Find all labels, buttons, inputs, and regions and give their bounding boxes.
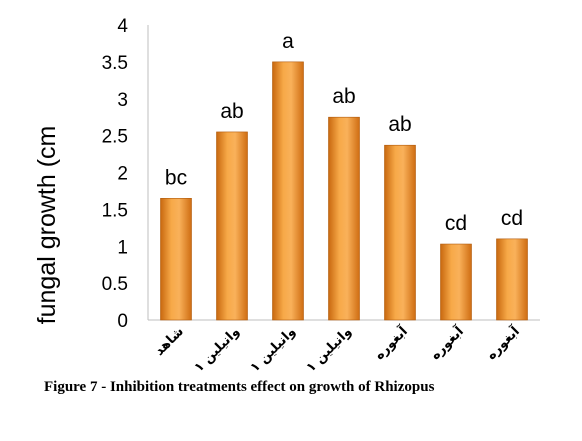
bar-series: bc ab a ab ab cd cd bbox=[160, 30, 528, 321]
bar-data-label: ab bbox=[388, 113, 411, 136]
bar bbox=[384, 144, 416, 321]
bar bbox=[328, 116, 360, 321]
bar-data-label: a bbox=[282, 30, 294, 53]
y-tick-label: 0 bbox=[117, 311, 128, 332]
x-tick-label: وانيلين ١ bbox=[248, 324, 299, 375]
bar-data-label: ab bbox=[220, 100, 243, 123]
x-tick-label: آبغوره bbox=[371, 322, 412, 363]
y-tick-label: 2 bbox=[117, 164, 128, 185]
bar-data-label: cd bbox=[445, 212, 467, 235]
y-tick-label: 0.5 bbox=[102, 274, 128, 295]
x-tick-label: آبغوره bbox=[427, 322, 468, 363]
x-tick-label: وانيلين ١ bbox=[304, 324, 355, 375]
bar-data-label: cd bbox=[501, 207, 523, 230]
y-tick-label: 3.5 bbox=[102, 53, 128, 74]
x-tick-label: شاهد bbox=[152, 324, 187, 359]
y-axis-ticks: 0 0.5 1 1.5 2 2.5 3 3.5 4 bbox=[102, 16, 129, 332]
x-tick-label: آبغوره bbox=[483, 322, 524, 363]
y-tick-label: 1 bbox=[117, 237, 128, 258]
bar bbox=[440, 243, 472, 321]
x-tick-label: وانيلين ١ bbox=[192, 324, 243, 375]
y-tick-label: 1.5 bbox=[102, 200, 128, 221]
bar-data-label: ab bbox=[332, 85, 355, 108]
bar bbox=[496, 238, 528, 321]
figure-caption: Figure 7 - Inhibition treatments effect … bbox=[44, 379, 435, 395]
bar bbox=[160, 198, 192, 321]
y-axis-label: fungal growth (cm bbox=[33, 126, 61, 325]
y-tick-label: 3 bbox=[117, 90, 128, 111]
y-tick-label: 4 bbox=[117, 16, 128, 37]
bar bbox=[216, 131, 248, 321]
bar bbox=[272, 61, 304, 321]
y-tick-label: 2.5 bbox=[102, 127, 128, 148]
bar-data-label: bc bbox=[165, 166, 187, 189]
